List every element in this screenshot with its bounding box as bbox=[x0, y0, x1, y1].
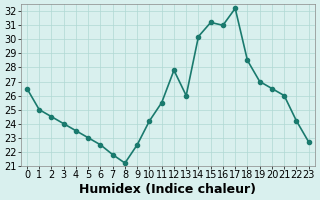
X-axis label: Humidex (Indice chaleur): Humidex (Indice chaleur) bbox=[79, 183, 256, 196]
